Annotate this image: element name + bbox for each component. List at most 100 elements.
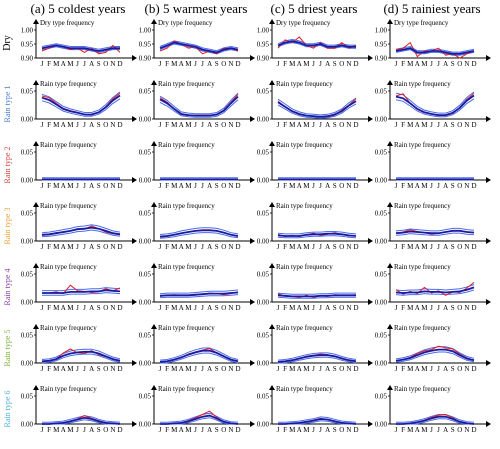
y-tick-label: 0.00 [375, 360, 388, 368]
y-tick-label: 0.05 [139, 149, 152, 157]
y-tick-label: 0.00 [21, 116, 34, 124]
x-tick-label: J [76, 365, 79, 373]
x-tick-label: J [395, 60, 398, 68]
x-tick-label: J [159, 304, 162, 312]
y-tick-label: 0.05 [257, 332, 270, 340]
x-tick-label: F [283, 121, 287, 129]
y-axis-arrow [269, 202, 275, 207]
x-tick-label: A [61, 243, 66, 251]
y-axis-arrow [33, 263, 39, 268]
x-tick-label: J [277, 304, 280, 312]
y-tick-label: 0.95 [21, 41, 34, 49]
x-tick-label: A [415, 365, 420, 373]
x-tick-label: A [207, 243, 212, 251]
x-tick-label: O [103, 304, 108, 312]
y-tick-label: 0.05 [375, 88, 388, 96]
x-tick-label: M [303, 304, 310, 312]
x-tick-label: J [159, 121, 162, 129]
x-tick-label: F [47, 243, 51, 251]
y-axis-arrow [151, 202, 157, 207]
x-tick-label: S [97, 304, 101, 312]
panel-title: Rain type frequency [40, 141, 97, 149]
lower-envelope-line [159, 99, 239, 118]
simulated-mean-line [395, 286, 475, 294]
x-tick-label: N [110, 60, 115, 68]
row-label: Rain type 5 [3, 330, 12, 367]
x-axis-arrow [486, 238, 491, 244]
y-tick-label: 0.05 [139, 271, 152, 279]
x-tick-label: N [228, 243, 233, 251]
x-tick-label: M [303, 182, 310, 190]
x-tick-label: J [437, 426, 440, 434]
y-tick-label: 0.05 [375, 393, 388, 401]
x-tick-label: J [437, 365, 440, 373]
x-tick-label: A [325, 243, 330, 251]
x-axis-arrow [486, 360, 491, 366]
lower-envelope-line [277, 103, 357, 119]
upper-envelope-line [159, 40, 239, 52]
y-tick-label: 0.05 [139, 332, 152, 340]
simulated-mean-line [277, 294, 356, 298]
x-tick-label: S [97, 365, 101, 373]
x-tick-label: S [333, 243, 337, 251]
x-tick-label: J [83, 60, 86, 68]
y-tick-label: 0.00 [139, 116, 152, 124]
x-tick-label: J [83, 426, 86, 434]
x-tick-label: A [207, 121, 212, 129]
x-tick-label: J [277, 426, 280, 434]
x-tick-label: O [221, 182, 226, 190]
x-tick-label: J [277, 182, 280, 190]
x-tick-label: J [312, 243, 315, 251]
x-tick-label: D [235, 243, 240, 251]
column-title: (c) 5 driest years [271, 1, 358, 16]
x-tick-label: F [165, 121, 169, 129]
x-tick-label: O [103, 365, 108, 373]
panel-title: Rain type frequency [158, 80, 215, 88]
x-tick-label: J [201, 182, 204, 190]
x-tick-label: M [289, 365, 296, 373]
row-label: Rain type 4 [3, 269, 12, 306]
x-tick-label: A [325, 182, 330, 190]
x-tick-label: F [283, 304, 287, 312]
panel-title: Rain type frequency [158, 141, 215, 149]
x-tick-label: D [471, 182, 476, 190]
y-tick-label: 0.00 [375, 116, 388, 124]
x-tick-label: A [179, 60, 184, 68]
y-axis-arrow [151, 141, 157, 146]
y-tick-label: 0.00 [139, 360, 152, 368]
x-tick-label: F [165, 426, 169, 434]
x-tick-label: D [117, 182, 122, 190]
x-tick-label: J [194, 426, 197, 434]
y-tick-label: 0.05 [257, 393, 270, 401]
y-tick-label: 0.05 [375, 332, 388, 340]
simulated-mean-line [277, 100, 357, 118]
y-axis-arrow [387, 80, 393, 85]
x-tick-label: J [430, 304, 433, 312]
x-tick-label: A [297, 60, 302, 68]
simulated-mean-line [41, 226, 121, 236]
y-axis-arrow [269, 141, 275, 146]
panel-title: Rain type frequency [276, 324, 333, 332]
x-tick-label: F [283, 182, 287, 190]
x-tick-label: J [437, 60, 440, 68]
x-tick-label: N [346, 365, 351, 373]
x-tick-label: J [277, 243, 280, 251]
row-labels: Dry Rain type 1 Rain type 2 Rain type 3 Rain… [2, 35, 13, 427]
simulated-mean-line [41, 350, 121, 363]
x-tick-label: M [171, 365, 178, 373]
x-axis-arrow [368, 299, 373, 305]
x-tick-label: A [443, 182, 448, 190]
x-tick-label: J [319, 426, 322, 434]
x-tick-label: J [437, 182, 440, 190]
column-headers: (a) 5 coldest years (b) 5 warmest years (c… [31, 1, 481, 16]
panel-title: Rain type frequency [394, 385, 451, 393]
panel-title: Rain type frequency [40, 385, 97, 393]
panel-title: Rain type frequency [40, 202, 97, 210]
x-tick-label: M [421, 60, 428, 68]
x-tick-label: S [215, 365, 219, 373]
